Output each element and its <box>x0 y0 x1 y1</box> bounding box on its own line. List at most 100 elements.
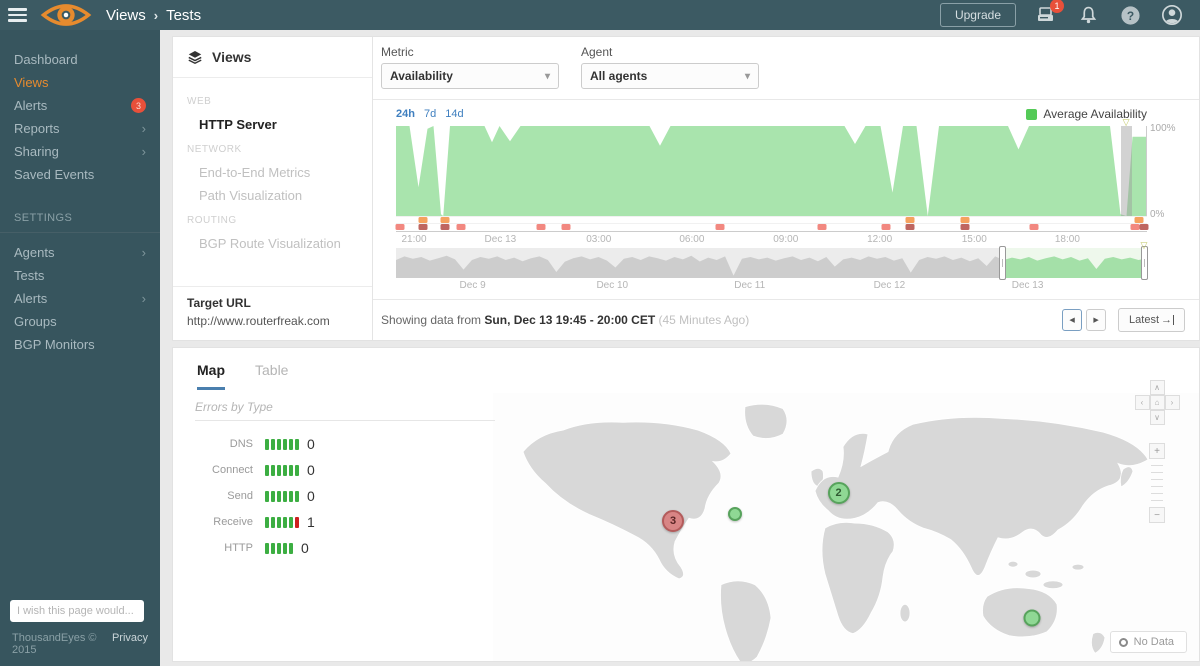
view-item-end-to-end[interactable]: End-to-End Metrics <box>199 165 311 180</box>
metric-label: Metric <box>381 45 414 59</box>
date-tick: Dec 12 <box>873 280 906 291</box>
alert-marker[interactable] <box>817 224 827 230</box>
alert-marker[interactable] <box>440 224 450 230</box>
sidebar-item-views[interactable]: Views <box>14 75 49 90</box>
sidebar-item-agents[interactable]: Agents › <box>14 245 146 260</box>
overview-brush[interactable]: ▽ <box>396 240 1148 280</box>
alert-marker[interactable] <box>456 224 466 230</box>
alert-marker[interactable] <box>1134 217 1144 223</box>
latest-label: Latest <box>1129 314 1159 326</box>
map-marker[interactable] <box>727 507 742 522</box>
error-segment-red <box>295 516 299 528</box>
alert-marker[interactable] <box>881 224 891 230</box>
errors-by-type-panel: Errors by Type DNS 0 Connect 0 Send 0 <box>195 400 495 561</box>
range-7d[interactable]: 7d <box>423 108 437 120</box>
sidebar-item-saved-events[interactable]: Saved Events <box>14 167 95 182</box>
latest-button[interactable]: Latest → <box>1118 308 1185 332</box>
error-bars <box>265 490 299 502</box>
tab-table[interactable]: Table <box>255 362 289 378</box>
tab-map[interactable]: Map <box>197 362 225 390</box>
availability-chart[interactable]: 100% 0% ▽ <box>396 117 1176 220</box>
privacy-link[interactable]: Privacy <box>111 632 148 644</box>
sidebar: Dashboard Views Alerts 3 Reports › Sharing… <box>0 30 160 666</box>
time-selection-band[interactable] <box>1120 126 1132 216</box>
pan-up-button[interactable]: ∧ <box>1149 380 1165 395</box>
availability-area <box>396 126 1146 216</box>
view-item-http-server[interactable]: HTTP Server <box>199 117 277 132</box>
zoom-in-button[interactable]: + <box>1149 443 1165 459</box>
alert-marker[interactable] <box>905 224 915 230</box>
brush-handle-right[interactable] <box>1140 246 1148 280</box>
view-item-path-visualization[interactable]: Path Visualization <box>199 188 303 203</box>
skip-to-latest-icon: → <box>1161 314 1174 326</box>
sidebar-item-sharing[interactable]: Sharing › <box>14 144 146 159</box>
upgrade-button[interactable]: Upgrade <box>939 3 1016 27</box>
alert-marker[interactable] <box>418 217 428 223</box>
range-14d[interactable]: 14d <box>445 108 464 120</box>
sidebar-item-reports[interactable]: Reports › <box>14 121 146 136</box>
prev-interval-button[interactable]: ◀ <box>1062 309 1083 331</box>
sidebar-divider <box>0 232 160 233</box>
agent-device-icon[interactable]: 1 <box>1034 0 1064 26</box>
sidebar-item-bgp-monitors[interactable]: BGP Monitors <box>14 337 95 352</box>
agent-select[interactable]: All agents ▾ <box>581 63 759 89</box>
web-section-label: WEB <box>187 96 212 107</box>
alert-marker[interactable] <box>1130 224 1140 230</box>
help-icon[interactable]: ? <box>1118 4 1142 26</box>
error-value: 0 <box>307 462 315 478</box>
metric-select[interactable]: Availability ▾ <box>381 63 559 89</box>
zoom-slider[interactable] <box>1151 459 1163 507</box>
alert-marker[interactable] <box>561 224 571 230</box>
pan-home-button[interactable]: ⌂ <box>1149 395 1165 410</box>
breadcrumb-page[interactable]: Tests <box>166 6 202 24</box>
feedback-input[interactable] <box>10 600 144 622</box>
error-bars <box>265 464 299 476</box>
metric-value: Availability <box>390 69 453 83</box>
sidebar-item-tests[interactable]: Tests <box>14 268 45 283</box>
topbar: Views › Tests Upgrade 1 ? <box>0 0 1200 30</box>
error-segment-green <box>277 490 281 502</box>
alert-marker[interactable] <box>715 224 725 230</box>
alert-marker[interactable] <box>536 224 546 230</box>
legend-swatch-green <box>1026 108 1038 120</box>
map-marker[interactable]: 2 <box>827 481 850 504</box>
sidebar-item-groups[interactable]: Groups <box>14 314 57 329</box>
user-avatar-icon[interactable] <box>1160 4 1184 26</box>
sidebar-item-alerts-settings[interactable]: Alerts › <box>14 291 146 306</box>
error-segment-green <box>271 516 275 528</box>
next-interval-button[interactable]: ▶ <box>1086 309 1107 331</box>
alert-marker[interactable] <box>1139 224 1149 230</box>
sidebar-item-alerts[interactable]: Alerts 3 <box>0 94 160 117</box>
agent-value: All agents <box>590 69 648 83</box>
error-row-receive: Receive 1 <box>195 509 495 535</box>
bell-icon[interactable] <box>1076 4 1100 26</box>
alert-marker[interactable] <box>960 217 970 223</box>
routing-section-label: ROUTING <box>187 215 237 226</box>
menu-icon[interactable] <box>0 8 34 22</box>
error-segment-green <box>283 438 287 450</box>
brush-marker-icon: ▽ <box>1140 240 1148 250</box>
pan-right-button[interactable]: › <box>1164 395 1180 410</box>
breadcrumb-section[interactable]: Views <box>106 6 146 24</box>
alert-marker[interactable] <box>395 224 405 230</box>
alert-marker[interactable] <box>440 217 450 223</box>
map-marker[interactable]: 3 <box>662 510 684 533</box>
alert-marker[interactable] <box>1029 224 1039 230</box>
thousandeyes-logo[interactable] <box>40 2 92 28</box>
zoom-out-button[interactable]: − <box>1149 507 1165 523</box>
range-24h[interactable]: 24h <box>396 108 415 120</box>
map-marker[interactable] <box>1023 609 1041 627</box>
error-segment-green <box>265 516 269 528</box>
alert-marker[interactable] <box>960 224 970 230</box>
brush-handle-left[interactable] <box>999 246 1007 280</box>
pan-left-button[interactable]: ‹ <box>1134 395 1150 410</box>
error-value: 0 <box>307 436 315 452</box>
alert-marker[interactable] <box>418 224 428 230</box>
sidebar-item-dashboard[interactable]: Dashboard <box>14 52 78 67</box>
view-item-bgp-route[interactable]: BGP Route Visualization <box>199 236 341 251</box>
error-segment-green <box>289 516 293 528</box>
error-segment-green <box>271 490 275 502</box>
alert-marker[interactable] <box>905 217 915 223</box>
pan-down-button[interactable]: ∨ <box>1149 410 1165 425</box>
